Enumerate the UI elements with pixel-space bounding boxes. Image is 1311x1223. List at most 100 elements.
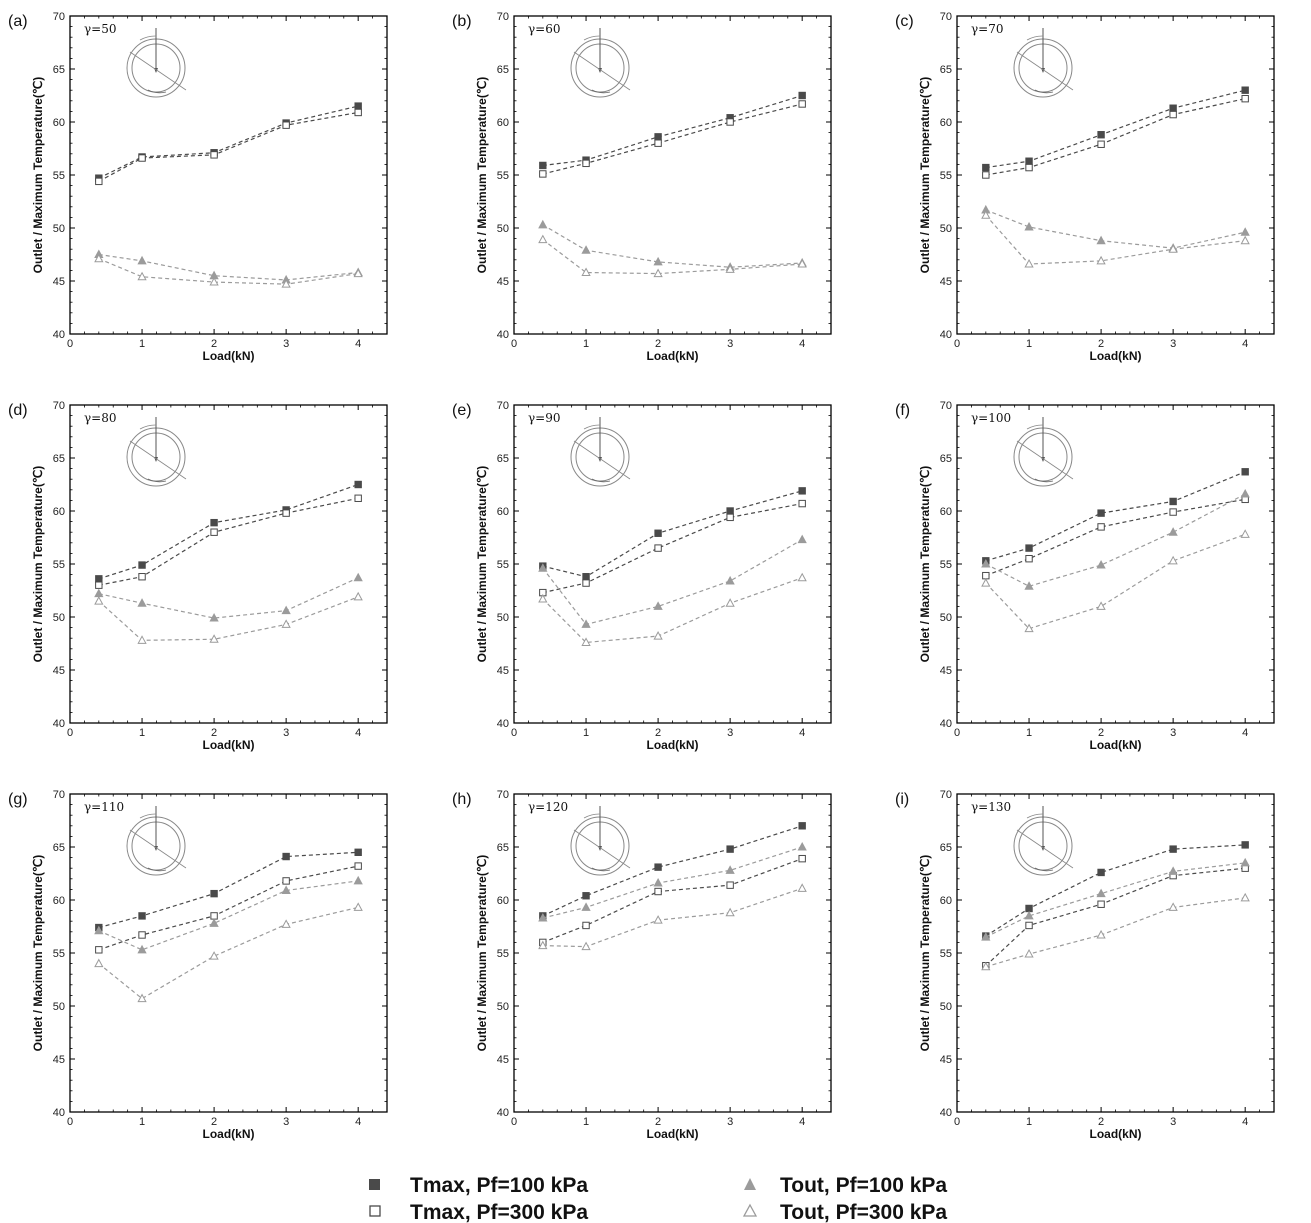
data-point bbox=[653, 268, 663, 278]
x-tick-label: 2 bbox=[211, 1116, 217, 1128]
plot-area bbox=[513, 404, 832, 724]
x-tick-label: 1 bbox=[583, 1116, 589, 1128]
data-point bbox=[209, 634, 219, 643]
data-point bbox=[582, 892, 590, 900]
schematic-groove-line bbox=[1016, 440, 1074, 480]
data-point bbox=[1025, 904, 1033, 913]
x-tick-label: 0 bbox=[954, 727, 960, 739]
y-tick-label: 65 bbox=[53, 64, 65, 76]
x-tick-label: 3 bbox=[727, 338, 733, 350]
x-tick-label: 3 bbox=[283, 1116, 289, 1128]
data-point bbox=[725, 575, 735, 585]
schematic-angle-arc bbox=[583, 424, 601, 430]
data-point bbox=[1097, 523, 1105, 531]
y-axis-label: Outlet / Maximum Temperature(℃) bbox=[31, 77, 45, 274]
schematic-groove-line bbox=[573, 440, 631, 480]
y-tick-label: 70 bbox=[940, 789, 952, 801]
plot-area bbox=[956, 793, 1275, 1113]
y-tick-label: 55 bbox=[497, 170, 509, 182]
y-axis-label: Outlet / Maximum Temperature(℃) bbox=[475, 855, 489, 1052]
x-axis-label: Load(kN) bbox=[1090, 738, 1142, 752]
data-point bbox=[1024, 258, 1034, 268]
x-axis-label: Load(kN) bbox=[1090, 349, 1142, 363]
data-point bbox=[1096, 929, 1106, 939]
data-point bbox=[1240, 227, 1250, 236]
y-tick-label: 55 bbox=[940, 559, 952, 571]
data-point bbox=[653, 631, 663, 640]
y-tick-label: 55 bbox=[940, 170, 952, 182]
schematic-groove-line bbox=[129, 51, 187, 91]
y-tick-label: 50 bbox=[53, 1001, 65, 1013]
y-axis-label: Outlet / Maximum Temperature(℃) bbox=[31, 466, 45, 663]
y-tick-label: 65 bbox=[53, 453, 65, 465]
data-point bbox=[654, 529, 662, 537]
data-point bbox=[353, 591, 363, 601]
data-point bbox=[797, 841, 807, 851]
plot-area bbox=[69, 793, 388, 1113]
data-point bbox=[982, 163, 990, 172]
series-line bbox=[542, 502, 803, 594]
y-tick-label: 70 bbox=[497, 789, 509, 801]
gamma-annotation: γ=80 bbox=[84, 411, 117, 425]
schematic-rotation-arc bbox=[1034, 478, 1054, 483]
y-tick-label: 60 bbox=[53, 117, 65, 129]
chart-panel: 40 45 50 55 60 65 70 0 1 2 3 4 Load(kN) Outlet / Maxi… bbox=[895, 400, 1275, 752]
gamma-annotation: γ=100 bbox=[971, 411, 1011, 425]
x-tick-label: 4 bbox=[1242, 338, 1248, 350]
data-point bbox=[1024, 221, 1034, 231]
data-point bbox=[538, 940, 548, 950]
data-point bbox=[282, 877, 290, 885]
y-tick-label: 40 bbox=[497, 1107, 509, 1119]
y-tick-label: 65 bbox=[497, 453, 509, 465]
schematic-groove-line bbox=[129, 440, 187, 480]
data-point bbox=[726, 507, 734, 515]
data-point bbox=[138, 154, 146, 162]
x-tick-label: 2 bbox=[1098, 1116, 1104, 1128]
data-point bbox=[138, 912, 146, 920]
schematic-angle-arc bbox=[583, 813, 601, 819]
chart-panel: 40 45 50 55 60 65 70 0 1 2 3 4 Load(kN) Outlet / Maxi… bbox=[8, 789, 388, 1141]
y-tick-label: 70 bbox=[53, 11, 65, 23]
x-tick-label: 3 bbox=[1170, 727, 1176, 739]
data-point bbox=[797, 534, 807, 544]
y-tick-label: 70 bbox=[53, 789, 65, 801]
x-axis-label: Load(kN) bbox=[203, 349, 255, 363]
plot-area bbox=[956, 15, 1275, 335]
data-point bbox=[137, 271, 147, 281]
schematic-angle-arc bbox=[583, 35, 601, 41]
y-tick-label: 55 bbox=[53, 948, 65, 960]
y-tick-label: 40 bbox=[497, 718, 509, 730]
y-tick-label: 60 bbox=[940, 117, 952, 129]
panel-label: (h) bbox=[452, 791, 472, 808]
x-tick-label: 4 bbox=[1242, 1116, 1248, 1128]
y-tick-label: 50 bbox=[940, 1001, 952, 1013]
data-point bbox=[1169, 497, 1177, 506]
y-tick-label: 60 bbox=[940, 895, 952, 907]
schematic-angle-arc bbox=[1026, 35, 1044, 41]
x-tick-label: 3 bbox=[283, 338, 289, 350]
data-point bbox=[94, 253, 104, 263]
data-point bbox=[1096, 255, 1106, 265]
y-tick-label: 55 bbox=[53, 559, 65, 571]
data-point bbox=[209, 277, 219, 286]
data-point bbox=[725, 865, 735, 874]
data-point bbox=[1168, 902, 1178, 911]
data-point bbox=[95, 581, 103, 589]
data-point bbox=[209, 951, 219, 960]
x-tick-label: 1 bbox=[139, 1116, 145, 1128]
y-tick-label: 45 bbox=[53, 665, 65, 677]
data-point bbox=[281, 919, 291, 928]
y-tick-label: 60 bbox=[497, 895, 509, 907]
data-point bbox=[582, 579, 590, 587]
y-tick-label: 50 bbox=[497, 223, 509, 235]
data-point bbox=[538, 219, 548, 229]
data-point bbox=[282, 509, 290, 517]
y-tick-label: 55 bbox=[940, 948, 952, 960]
data-point bbox=[798, 854, 806, 863]
data-point bbox=[137, 944, 147, 954]
schematic-rotation-arc bbox=[147, 478, 167, 483]
y-tick-label: 60 bbox=[940, 506, 952, 518]
y-tick-label: 65 bbox=[53, 842, 65, 854]
x-tick-label: 2 bbox=[1098, 338, 1104, 350]
